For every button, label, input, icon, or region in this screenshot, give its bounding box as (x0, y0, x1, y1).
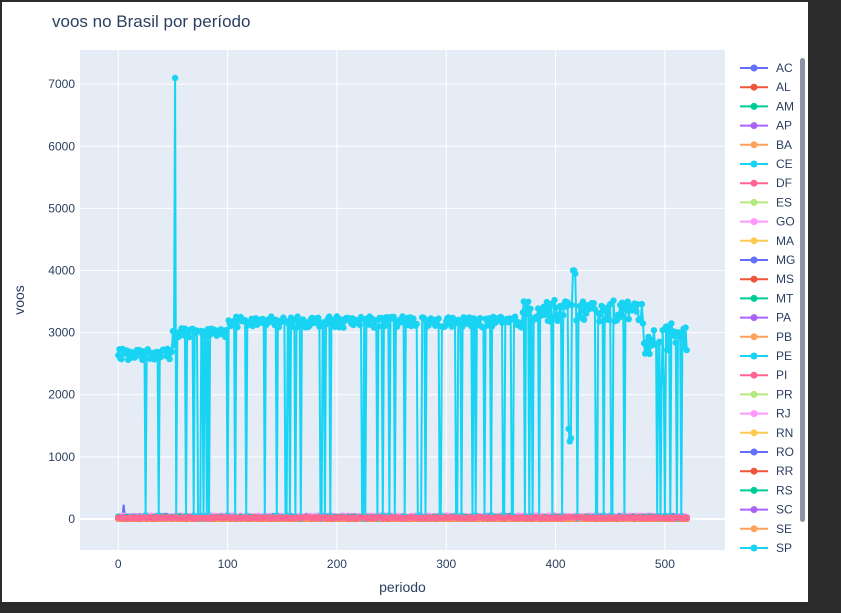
chart-card: voos no Brasil por período 0 100 200 300 400… (2, 2, 808, 602)
series-layer (115, 74, 690, 523)
plot-area[interactable] (80, 50, 725, 550)
chart-svg: voos no Brasil por período 0 100 200 300 400… (11, 12, 805, 595)
chart-title: voos no Brasil por período (52, 12, 250, 31)
